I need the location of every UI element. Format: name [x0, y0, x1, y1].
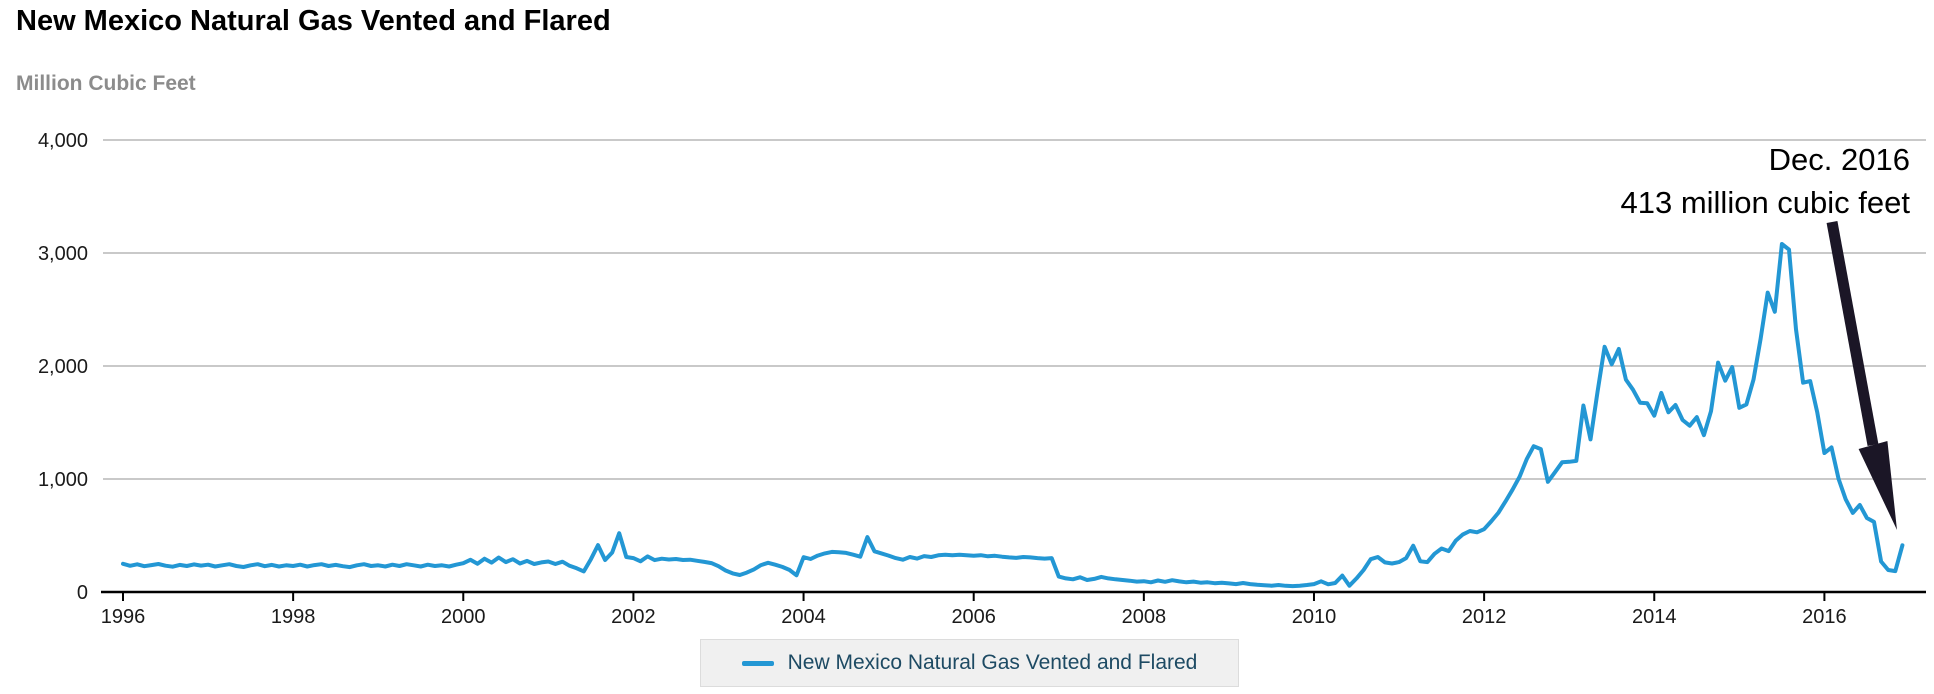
y-tick-label: 3,000 [38, 243, 88, 265]
y-tick-label: 1,000 [38, 469, 88, 491]
x-tick-label: 2006 [951, 606, 996, 628]
x-tick-label: 1998 [271, 606, 316, 628]
x-tick-label: 2010 [1292, 606, 1337, 628]
legend-series-label: New Mexico Natural Gas Vented and Flared [787, 651, 1198, 674]
x-tick-label: 2004 [781, 606, 826, 628]
data-series-line [121, 242, 1905, 589]
y-tick-label: 0 [77, 582, 88, 604]
plot-area: 0 1,000 2,000 3,000 4,000 1996 1998 2000 2002 20… [38, 130, 1926, 628]
x-tick-label: 1996 [101, 606, 146, 628]
annotation-arrow-shaft [1826, 221, 1879, 446]
gridlines [101, 139, 1926, 594]
annotation-value-label: 413 million cubic feet [1621, 185, 1911, 220]
legend-line-swatch [741, 660, 774, 666]
x-tick-label: 2014 [1632, 606, 1677, 628]
y-tick-label: 4,000 [38, 130, 88, 152]
y-axis-unit-label: Million Cubic Feet [16, 72, 196, 95]
x-axis [122, 592, 1826, 601]
annotation-date-label: Dec. 2016 [1769, 142, 1910, 177]
chart-title: New Mexico Natural Gas Vented and Flared [16, 5, 611, 37]
legend: New Mexico Natural Gas Vented and Flared [700, 639, 1239, 687]
x-tick-label: 2012 [1462, 606, 1507, 628]
y-tick-label: 2,000 [38, 356, 88, 378]
x-tick-label: 2002 [611, 606, 656, 628]
annotation: Dec. 2016 413 million cubic feet [1621, 142, 1911, 530]
y-axis-tick-labels: 0 1,000 2,000 3,000 4,000 [38, 130, 88, 604]
annotation-arrow-head [1858, 441, 1897, 530]
x-axis-tick-labels: 1996 1998 2000 2002 2004 2006 2008 2010 2012 2014… [101, 606, 1847, 628]
x-tick-label: 2016 [1802, 606, 1847, 628]
x-tick-label: 2000 [441, 606, 486, 628]
x-tick-label: 2008 [1122, 606, 1167, 628]
